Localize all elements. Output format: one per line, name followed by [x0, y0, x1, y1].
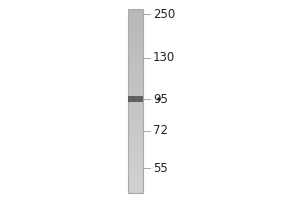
Bar — [128, 122, 142, 124]
Bar — [128, 99, 142, 101]
Bar — [128, 128, 142, 131]
Bar — [128, 34, 142, 37]
Bar — [128, 14, 142, 16]
Bar — [128, 112, 142, 115]
Bar — [128, 147, 142, 149]
Bar — [128, 80, 142, 83]
Text: 72: 72 — [153, 124, 168, 137]
Bar — [128, 154, 142, 156]
Bar — [128, 172, 142, 174]
Bar — [128, 101, 142, 103]
Bar — [128, 30, 142, 32]
Bar — [128, 76, 142, 78]
Bar — [128, 90, 142, 92]
Text: 95: 95 — [153, 93, 168, 106]
Bar — [128, 117, 142, 119]
Bar — [128, 41, 142, 44]
Bar — [128, 115, 142, 117]
Bar — [128, 126, 142, 128]
Bar — [128, 179, 142, 181]
Bar — [128, 18, 142, 21]
Bar — [128, 23, 142, 25]
Bar — [128, 142, 142, 145]
Bar — [128, 53, 142, 55]
Bar — [128, 106, 142, 108]
Bar — [128, 60, 142, 62]
Bar — [128, 133, 142, 135]
Bar — [128, 165, 142, 167]
Bar — [128, 186, 142, 188]
Bar — [128, 51, 142, 53]
Bar — [128, 167, 142, 170]
Bar — [128, 145, 142, 147]
Bar — [128, 87, 142, 90]
Bar — [128, 39, 142, 41]
Bar — [128, 16, 142, 18]
Bar — [128, 188, 142, 190]
Bar — [128, 57, 142, 60]
Bar — [128, 94, 142, 96]
Bar — [128, 131, 142, 133]
Bar — [128, 67, 142, 69]
Bar — [128, 184, 142, 186]
Bar — [128, 108, 142, 110]
Bar — [128, 69, 142, 71]
Bar — [128, 161, 142, 163]
Bar — [128, 174, 142, 177]
Bar — [128, 151, 142, 154]
Text: 55: 55 — [153, 162, 168, 175]
Text: 250: 250 — [153, 8, 175, 21]
Bar — [128, 25, 142, 28]
Bar — [128, 55, 142, 57]
Bar — [128, 110, 142, 112]
Bar — [128, 135, 142, 138]
Bar — [128, 71, 142, 73]
Bar — [128, 92, 142, 94]
Bar — [128, 181, 142, 184]
Bar — [128, 32, 142, 34]
Bar — [128, 64, 142, 67]
Bar — [128, 140, 142, 142]
Bar — [128, 138, 142, 140]
Bar — [128, 83, 142, 85]
Bar — [128, 9, 142, 12]
Bar — [128, 190, 142, 193]
Bar — [128, 37, 142, 39]
Bar — [128, 119, 142, 122]
Bar — [128, 21, 142, 23]
Bar — [128, 44, 142, 46]
Bar — [128, 158, 142, 161]
Bar — [128, 28, 142, 30]
Bar — [128, 73, 142, 76]
Bar — [128, 9, 142, 193]
Bar — [128, 12, 142, 14]
Bar — [128, 124, 142, 126]
Bar — [128, 78, 142, 80]
Bar — [128, 46, 142, 48]
Bar — [128, 96, 142, 102]
Bar — [128, 156, 142, 158]
Bar — [128, 48, 142, 51]
Text: 130: 130 — [153, 51, 175, 64]
Bar — [128, 170, 142, 172]
Bar — [128, 149, 142, 151]
Bar — [128, 85, 142, 87]
Bar — [128, 103, 142, 106]
Bar — [128, 96, 142, 99]
Bar — [128, 62, 142, 64]
Bar — [128, 177, 142, 179]
Bar — [128, 163, 142, 165]
